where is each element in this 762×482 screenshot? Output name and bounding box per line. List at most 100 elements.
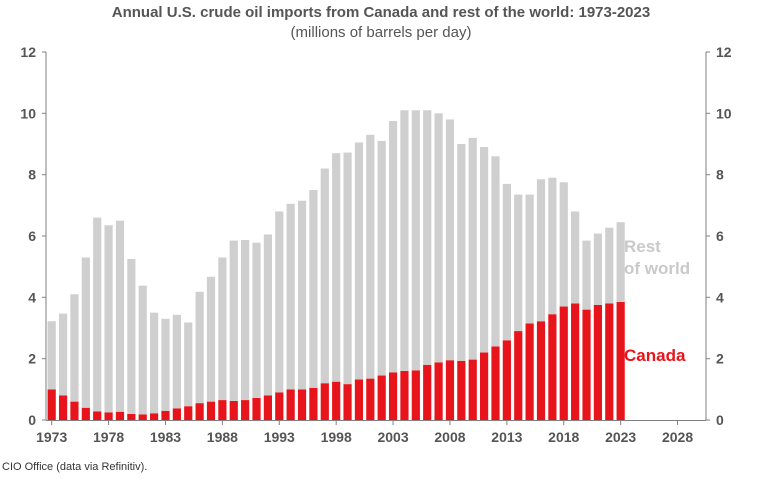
bar-canada-1982 <box>150 413 159 420</box>
bar-rest-of-world-1983 <box>161 318 170 411</box>
y-right-tick-label: 8 <box>716 167 724 183</box>
bar-canada-2002 <box>377 375 386 420</box>
bar-canada-1999 <box>343 384 352 420</box>
bar-canada-1981 <box>138 414 147 420</box>
bar-canada-2007 <box>434 362 443 420</box>
chart-subtitle: (millions of barrels per day) <box>290 24 472 41</box>
bar-rest-of-world-2008 <box>445 119 455 361</box>
bar-canada-2022 <box>605 303 614 420</box>
bar-canada-1975 <box>70 401 79 420</box>
bar-canada-1989 <box>229 400 238 420</box>
x-tick-label: 1998 <box>321 429 352 445</box>
bar-rest-of-world-2016 <box>536 179 546 322</box>
bar-canada-2012 <box>491 346 500 420</box>
bar-canada-2004 <box>400 370 409 420</box>
x-tick-label: 1993 <box>264 429 295 445</box>
series-labels-group: Rest of world Canada <box>624 237 690 365</box>
y-left-tick-label: 6 <box>28 228 36 244</box>
bar-rest-of-world-2006 <box>423 110 432 365</box>
bar-canada-1978 <box>104 412 113 420</box>
bar-rest-of-world-2007 <box>434 113 443 363</box>
bar-rest-of-world-2011 <box>480 147 489 353</box>
bar-canada-2015 <box>525 323 534 420</box>
ticks-group: 0 2 4 6 8 10 12 0 2 4 6 8 10 12 1973 1978 1983 1988 1993 19… <box>20 44 731 445</box>
y-right-tick-label: 10 <box>716 105 732 121</box>
bar-rest-of-world-2018 <box>559 182 568 307</box>
bar-canada-2005 <box>411 370 420 420</box>
bar-canada-2011 <box>480 352 489 420</box>
x-tick-label: 2008 <box>434 429 465 445</box>
bar-rest-of-world-2012 <box>491 156 500 347</box>
bar-rest-of-world-1975 <box>70 294 79 402</box>
x-tick-label: 2028 <box>662 429 693 445</box>
bar-rest-of-world-1990 <box>241 239 250 401</box>
bar-canada-1987 <box>206 401 216 420</box>
y-left-tick-label: 8 <box>28 167 36 183</box>
bar-canada-1990 <box>241 400 250 420</box>
bar-rest-of-world-2022 <box>605 227 614 304</box>
bar-canada-1994 <box>286 389 295 420</box>
bar-canada-1986 <box>195 403 204 420</box>
y-left-tick-label: 4 <box>28 289 36 305</box>
bar-canada-1997 <box>320 383 329 420</box>
bar-canada-2023 <box>616 301 625 420</box>
bar-rest-of-world-1988 <box>218 257 227 401</box>
bar-rest-of-world-2004 <box>400 110 409 371</box>
bar-canada-2009 <box>457 360 466 420</box>
y-right-tick-label: 12 <box>716 44 732 60</box>
bar-canada-1991 <box>252 397 261 420</box>
bar-canada-1995 <box>297 389 307 420</box>
bar-rest-of-world-1992 <box>263 234 272 396</box>
bar-rest-of-world-2001 <box>366 134 375 379</box>
bar-canada-1983 <box>161 410 170 420</box>
bar-canada-2014 <box>514 331 523 420</box>
bar-rest-of-world-1994 <box>286 203 295 390</box>
bar-rest-of-world-1981 <box>138 285 147 415</box>
bar-rest-of-world-1998 <box>332 153 341 382</box>
bar-canada-1976 <box>81 407 90 420</box>
bar-rest-of-world-1978 <box>104 225 113 413</box>
bar-rest-of-world-2000 <box>354 142 364 380</box>
bar-rest-of-world-2023 <box>616 222 625 302</box>
bar-rest-of-world-2017 <box>548 177 557 315</box>
bar-rest-of-world-2010 <box>468 137 477 360</box>
bar-rest-of-world-2021 <box>593 233 602 305</box>
bar-canada-2003 <box>388 372 398 420</box>
bar-canada-1993 <box>275 392 284 420</box>
x-tick-label: 1983 <box>150 429 181 445</box>
bar-rest-of-world-2014 <box>514 194 523 332</box>
label-rest-of-world: Rest <box>624 237 661 256</box>
bar-rest-of-world-1986 <box>195 291 204 404</box>
bar-rest-of-world-1982 <box>150 312 159 414</box>
bar-rest-of-world-2002 <box>377 140 386 376</box>
bar-canada-1996 <box>309 387 318 420</box>
y-right-tick-label: 6 <box>716 228 724 244</box>
bar-rest-of-world-1973 <box>47 321 56 390</box>
bar-canada-1974 <box>58 395 68 420</box>
bar-rest-of-world-2020 <box>582 240 591 310</box>
y-right-tick-label: 4 <box>716 289 724 305</box>
x-tick-label: 1988 <box>207 429 238 445</box>
bar-canada-2010 <box>468 359 477 420</box>
y-left-tick-label: 0 <box>28 412 36 428</box>
bar-rest-of-world-1974 <box>58 313 68 396</box>
bar-canada-1977 <box>93 411 102 420</box>
bar-canada-2008 <box>445 360 455 420</box>
label-rest-of-world: of world <box>624 259 690 278</box>
bar-canada-2000 <box>354 379 364 420</box>
bars-group <box>47 110 625 420</box>
x-tick-label: 1973 <box>36 429 67 445</box>
bar-canada-1979 <box>115 411 125 420</box>
bar-canada-1998 <box>332 381 341 420</box>
bar-canada-1988 <box>218 400 227 420</box>
x-tick-label: 1978 <box>93 429 124 445</box>
bar-canada-1980 <box>127 413 136 420</box>
bar-canada-1985 <box>184 406 193 420</box>
x-tick-label: 2023 <box>605 429 636 445</box>
y-right-tick-label: 0 <box>716 412 724 428</box>
y-right-tick-label: 2 <box>716 351 724 367</box>
bar-rest-of-world-1987 <box>206 276 216 402</box>
bar-rest-of-world-1989 <box>229 240 238 401</box>
bar-canada-1984 <box>172 408 181 420</box>
